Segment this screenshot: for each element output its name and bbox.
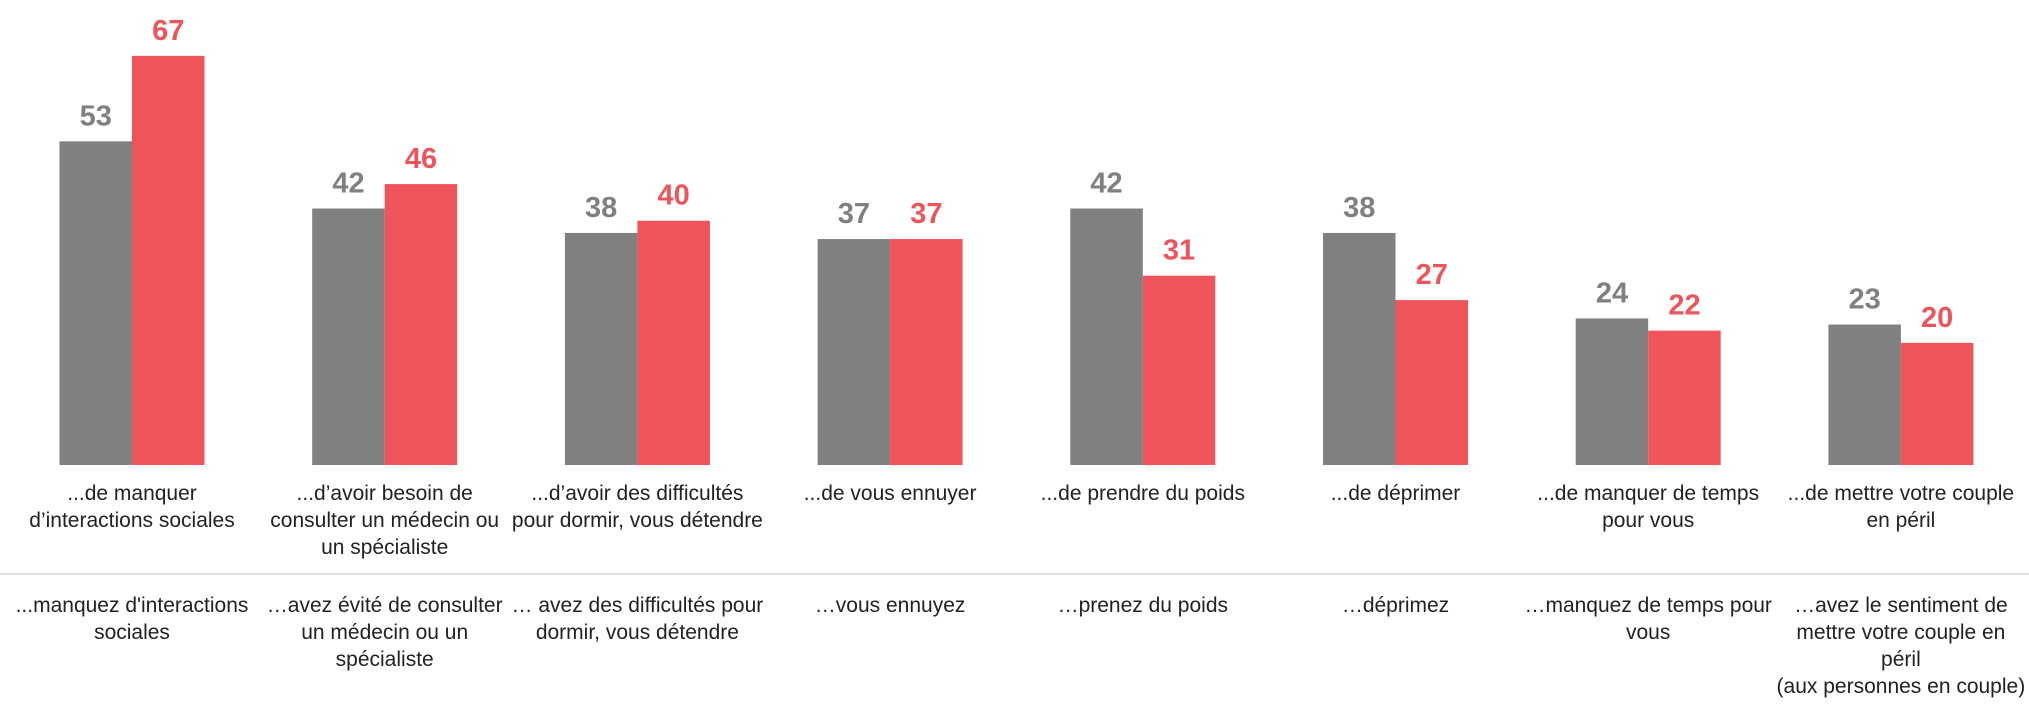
sub-label: ...manquez d'interactions sociales (15, 594, 249, 644)
x-tick-label: ...de manquer de temps pour vous (1537, 482, 1760, 532)
x-tick-label: ...de vous ennuyer (803, 482, 977, 505)
sub-label: …manquez de temps pour vous (1524, 594, 1772, 644)
bar (1900, 342, 1974, 465)
value-label: 37 (910, 198, 942, 230)
value-label: 42 (1090, 168, 1122, 200)
x-tick-label: ...de mettre votre couple en péril (1787, 482, 2015, 532)
sub-label: …prenez du poids (1057, 594, 1229, 617)
bar (312, 208, 385, 465)
bar (1323, 232, 1396, 465)
x-tick-label: ...d’avoir des difficultés pour dormir, … (511, 482, 763, 532)
sub-label: …vous ennuyez (814, 594, 966, 617)
bar (564, 232, 638, 465)
value-label: 24 (1596, 277, 1628, 309)
sub-label: …déprimez (1341, 594, 1450, 617)
value-label: 27 (1416, 259, 1448, 291)
bar (890, 239, 963, 465)
value-label: 67 (152, 15, 184, 47)
bar (1828, 324, 1901, 465)
bar (1575, 318, 1649, 465)
value-label: 38 (1343, 192, 1375, 224)
bar (1648, 330, 1721, 465)
value-label: 37 (838, 198, 870, 230)
x-tick-label: ...de manquer d’interactions sociales (29, 482, 235, 532)
value-label: 42 (332, 168, 364, 200)
value-label: 40 (658, 180, 690, 212)
sub-label: …avez le sentiment de mettre votre coupl… (1776, 594, 2026, 698)
value-label: 20 (1921, 302, 1953, 334)
bar (817, 239, 891, 465)
value-label: 46 (405, 143, 437, 175)
bar (637, 220, 710, 465)
value-label: 22 (1668, 290, 1700, 322)
x-tick-label: ...de déprimer (1330, 482, 1461, 505)
bar (1142, 275, 1216, 465)
bar (59, 141, 132, 465)
sub-label: …avez évité de consulter un médecin ou u… (266, 594, 503, 671)
x-tick-label: ...de prendre du poids (1040, 482, 1245, 505)
value-label: 53 (80, 100, 112, 132)
bar (1395, 300, 1468, 465)
bar (132, 55, 205, 465)
sub-label: … avez des difficultés pour dormir, vous… (511, 594, 764, 644)
bar (384, 184, 458, 466)
x-tick-label: ...d’avoir besoin de consulter un médeci… (270, 482, 500, 559)
bar (1070, 208, 1143, 465)
value-label: 23 (1849, 284, 1881, 316)
value-label: 38 (585, 192, 617, 224)
value-label: 31 (1163, 235, 1195, 267)
